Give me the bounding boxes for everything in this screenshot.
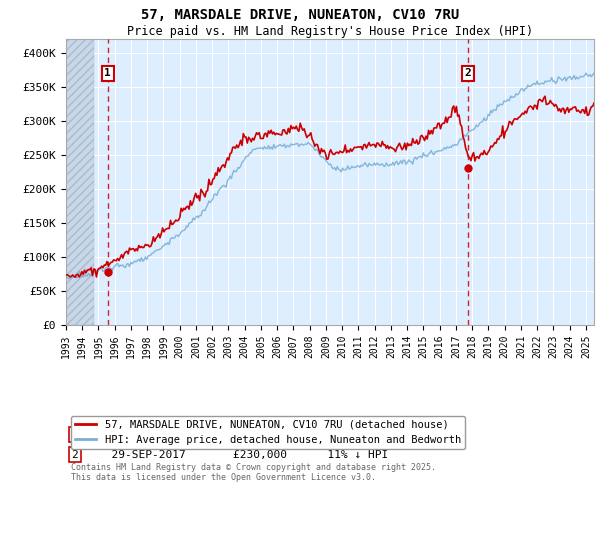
Legend: 57, MARSDALE DRIVE, NUNEATON, CV10 7RU (detached house), HPI: Average price, det: 57, MARSDALE DRIVE, NUNEATON, CV10 7RU (…	[71, 416, 465, 449]
Text: 2: 2	[465, 68, 472, 78]
Bar	[66, 39, 94, 325]
Title: Price paid vs. HM Land Registry's House Price Index (HPI): Price paid vs. HM Land Registry's House …	[127, 25, 533, 38]
Text: 1: 1	[104, 68, 111, 78]
Text: 57, MARSDALE DRIVE, NUNEATON, CV10 7RU: 57, MARSDALE DRIVE, NUNEATON, CV10 7RU	[141, 8, 459, 22]
Text: 1: 1	[71, 430, 78, 440]
Text: 28-JUL-1995         £77,850        11% ↑ HPI: 28-JUL-1995 £77,850 11% ↑ HPI	[98, 430, 408, 440]
Text: 2: 2	[71, 450, 78, 460]
Text: Contains HM Land Registry data © Crown copyright and database right 2025.
This d: Contains HM Land Registry data © Crown c…	[71, 463, 436, 483]
Text: 29-SEP-2017       £230,000      11% ↓ HPI: 29-SEP-2017 £230,000 11% ↓ HPI	[98, 450, 388, 460]
